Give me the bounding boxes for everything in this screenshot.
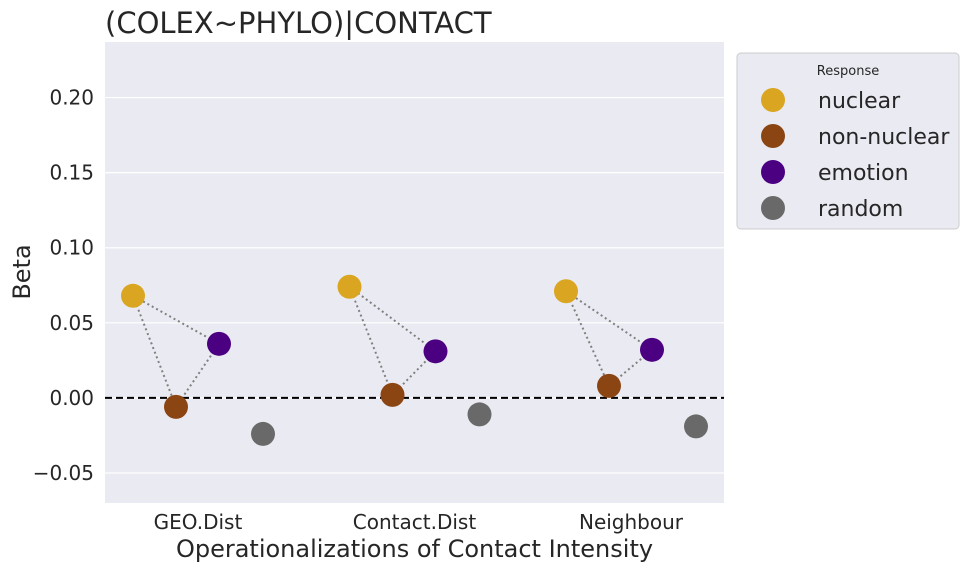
data-point-non-nuclear — [164, 394, 188, 419]
data-point-emotion — [640, 337, 664, 362]
y-tick-label: 0.10 — [49, 236, 94, 260]
legend-items: nuclear non-nuclear emotion random — [761, 88, 950, 222]
legend-marker-random — [761, 196, 785, 220]
y-tick-label: 0.05 — [49, 311, 94, 335]
legend-label: emotion — [818, 161, 909, 186]
data-point-emotion — [207, 331, 231, 356]
x-tick-label: Neighbour — [579, 510, 684, 534]
y-tick-label: 0.00 — [49, 386, 94, 410]
data-point-nuclear — [121, 283, 145, 308]
chart-title: (COLEX~PHYLO)|CONTACT — [105, 6, 492, 40]
data-point-emotion — [423, 339, 448, 364]
connector-line — [132, 294, 220, 345]
data-point-random — [251, 421, 275, 446]
connector-line — [565, 290, 610, 387]
x-tick-labels: GEO.Dist Contact.Dist Neighbour — [154, 510, 684, 534]
connector-line — [565, 290, 653, 351]
legend-label: nuclear — [818, 89, 901, 114]
y-tick-label: −0.05 — [33, 461, 94, 485]
x-tick-label: GEO.Dist — [154, 510, 243, 534]
legend-label: non-nuclear — [818, 125, 950, 150]
data-point-nuclear — [337, 274, 362, 299]
legend-marker-nuclear — [761, 88, 785, 112]
legend-title: Response — [817, 64, 879, 79]
y-tick-label: 0.20 — [49, 86, 94, 110]
plot-area — [105, 42, 724, 503]
legend: Response nuclear non-nuclear emotion random — [736, 52, 960, 230]
data-point-non-nuclear — [380, 382, 405, 407]
y-axis-title: Beta — [8, 244, 36, 299]
legend-marker-emotion — [761, 160, 785, 184]
y-tick-labels: −0.05 0.00 0.05 0.10 0.15 0.20 — [33, 86, 94, 485]
legend-label: random — [818, 197, 903, 222]
data-point-random — [684, 414, 708, 439]
data-points — [121, 274, 708, 446]
x-tick-label: Contact.Dist — [353, 510, 477, 534]
legend-box — [736, 52, 960, 230]
data-point-non-nuclear — [597, 373, 621, 398]
legend-marker-non-nuclear — [761, 124, 785, 148]
data-point-random — [467, 402, 492, 427]
y-tick-label: 0.15 — [49, 161, 94, 185]
x-axis-title: Operationalizations of Contact Intensity — [176, 535, 653, 563]
data-point-nuclear — [554, 279, 578, 304]
connector-line — [348, 286, 394, 396]
